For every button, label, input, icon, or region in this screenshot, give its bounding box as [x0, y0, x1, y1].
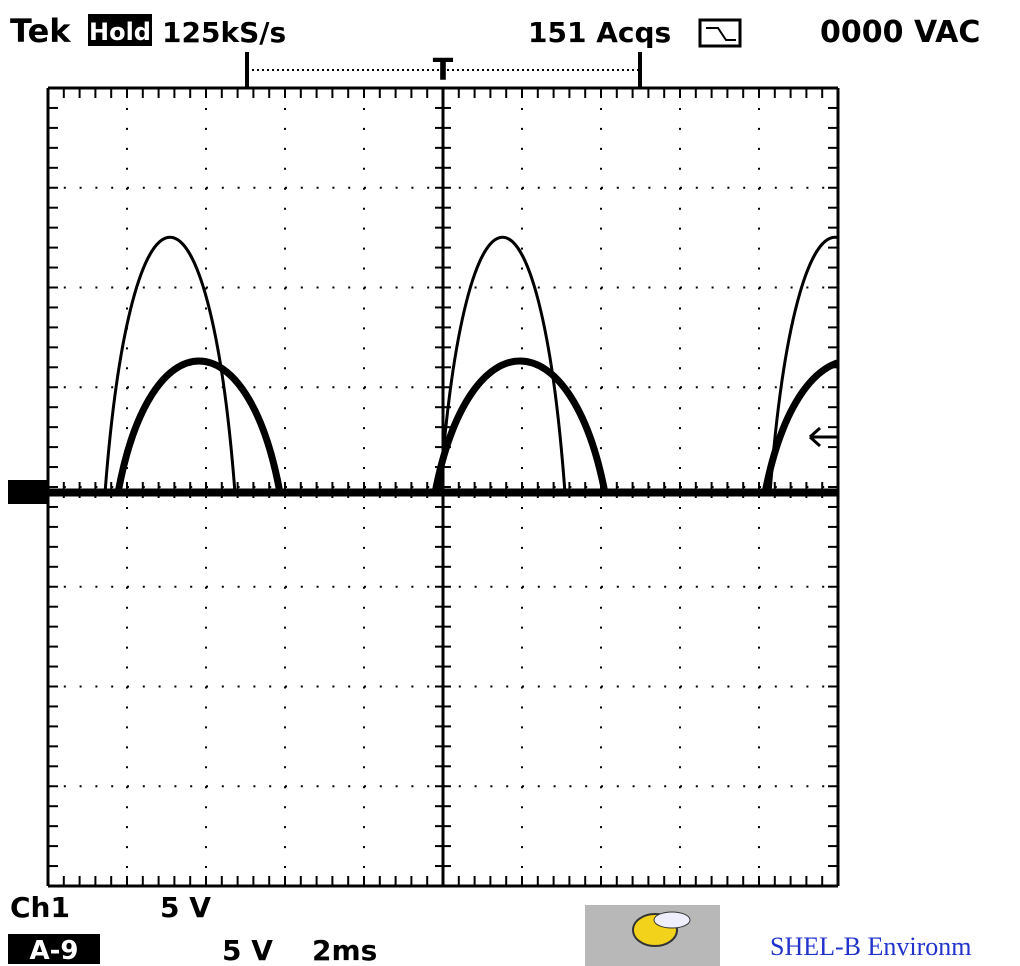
sample-rate: 125kS/s — [162, 16, 286, 49]
trigger-icon-glyph — [706, 28, 736, 40]
waveforms — [48, 237, 935, 493]
trigger-icon — [700, 20, 740, 46]
channel: Ch1 — [10, 891, 70, 924]
page: Tek Hold 125kS/s 151 Acqs 0000 VAC T Ch1… — [0, 0, 1020, 966]
volts-per-div: 5 V — [160, 891, 211, 924]
ground-marker — [8, 480, 48, 504]
trigger-bracket: T — [247, 52, 640, 88]
math-volts: 5 V — [222, 934, 273, 966]
acquisitions: 151 Acqs — [528, 16, 671, 49]
svg-text:T: T — [433, 53, 454, 88]
mode: Hold — [89, 18, 151, 46]
channel-label: A-9 — [29, 936, 78, 966]
oscilloscope-screen: Tek Hold 125kS/s 151 Acqs 0000 VAC T Ch1… — [0, 0, 1020, 966]
output-trace — [118, 361, 935, 493]
cursor-arrow — [810, 428, 838, 446]
readout: 0000 VAC — [820, 15, 980, 50]
time-per-div: 2ms — [312, 934, 377, 966]
logo-wing — [654, 912, 690, 928]
brand: Tek — [10, 12, 71, 50]
graticule — [48, 88, 838, 886]
watermark-text: SHEL-B Environm — [770, 932, 972, 961]
